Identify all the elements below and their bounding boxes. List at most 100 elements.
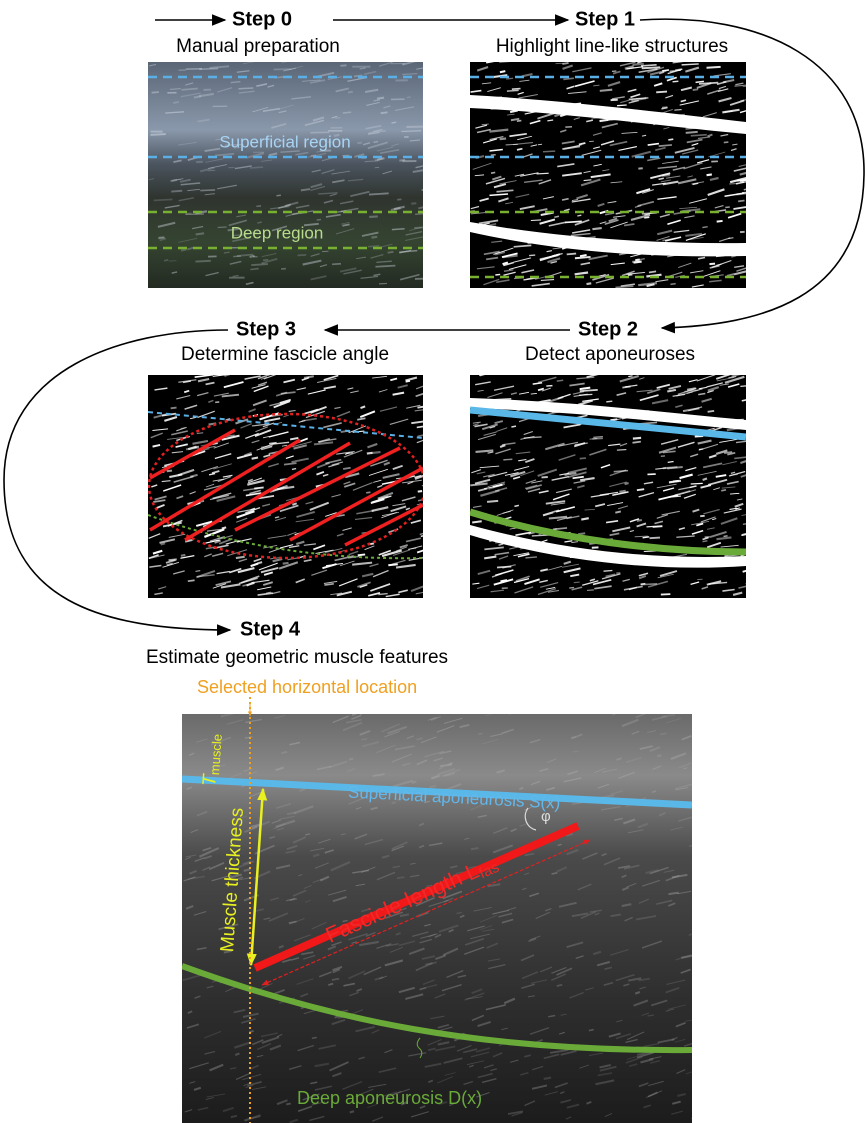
speckle xyxy=(154,199,173,200)
speckle xyxy=(531,220,541,221)
speckle xyxy=(171,408,177,409)
speckle xyxy=(343,112,351,113)
speckle xyxy=(632,442,640,443)
speckle xyxy=(642,67,661,68)
speckle xyxy=(724,536,728,537)
figure: Step 0 Manual preparation Step 1 Highlig… xyxy=(0,0,867,1123)
speckle xyxy=(512,89,521,90)
speckle xyxy=(529,255,535,256)
speckle xyxy=(374,142,378,143)
speckle xyxy=(554,216,559,217)
page: {"steps": [ {"label": "Step 0", "title":… xyxy=(0,0,867,1123)
speckle xyxy=(662,175,670,176)
speckle xyxy=(491,155,496,156)
speckle xyxy=(348,92,353,93)
speckle xyxy=(587,590,594,591)
ultrasound-image xyxy=(182,714,692,1123)
speckle xyxy=(744,185,761,190)
speckle xyxy=(381,112,388,113)
speckle xyxy=(600,90,612,91)
region-label: Deep region xyxy=(231,223,324,242)
speckle xyxy=(656,92,667,93)
speckle xyxy=(580,390,598,391)
speckle xyxy=(292,503,296,505)
speckle xyxy=(617,105,627,106)
speckle xyxy=(208,170,216,171)
speckle xyxy=(641,65,657,66)
speckle xyxy=(369,193,389,194)
ultrasound-image xyxy=(148,62,423,288)
speckle xyxy=(637,489,644,490)
speckle xyxy=(691,483,703,484)
speckle xyxy=(541,280,554,281)
speckle xyxy=(543,151,555,152)
speckle xyxy=(472,521,482,522)
speckle xyxy=(673,481,681,482)
panel-step0: Superficial region Deep region xyxy=(148,59,440,288)
speckle xyxy=(388,252,394,253)
speckle xyxy=(349,759,353,760)
speckle xyxy=(547,120,553,121)
speckle xyxy=(577,215,581,216)
speckle xyxy=(422,484,430,486)
speckle xyxy=(422,186,438,191)
speckle xyxy=(173,102,179,103)
speckle xyxy=(668,462,674,463)
speckle xyxy=(506,78,513,79)
speckle xyxy=(250,256,255,257)
speckle xyxy=(152,92,159,93)
speckle xyxy=(311,155,316,156)
speckle xyxy=(283,563,289,564)
speckle xyxy=(231,82,241,83)
speckle xyxy=(254,487,263,488)
speckle xyxy=(692,1057,709,1064)
speckle xyxy=(637,520,642,521)
speckle xyxy=(544,1078,551,1079)
speckle xyxy=(181,249,186,250)
speckle xyxy=(738,201,744,202)
speckle xyxy=(298,255,307,256)
panel-step1 xyxy=(470,58,761,288)
speckle xyxy=(565,221,582,222)
step-label: Step 1 xyxy=(575,8,635,30)
speckle xyxy=(721,490,726,491)
speckle xyxy=(686,132,698,133)
speckle xyxy=(717,221,723,222)
speckle xyxy=(181,555,185,556)
deep-label: Deep aponeurosis D(x) xyxy=(297,1088,482,1108)
speckle xyxy=(171,191,182,192)
speckle xyxy=(406,381,410,382)
speckle xyxy=(557,985,563,986)
speckle xyxy=(377,98,384,99)
speckle xyxy=(604,571,613,572)
speckle xyxy=(317,219,321,220)
speckle xyxy=(628,274,632,275)
speckle xyxy=(222,527,226,528)
speckle xyxy=(528,532,534,533)
speckle xyxy=(567,254,576,255)
speckle xyxy=(171,180,177,181)
speckle xyxy=(197,433,203,434)
speckle xyxy=(423,98,440,100)
speckle xyxy=(659,145,672,146)
speckle xyxy=(584,180,592,181)
speckle xyxy=(724,452,732,453)
speckle xyxy=(703,478,707,480)
speckle xyxy=(633,438,641,439)
speckle xyxy=(575,257,591,258)
speckle xyxy=(195,261,210,262)
speckle xyxy=(397,877,404,878)
speckle xyxy=(401,131,421,132)
speckle xyxy=(200,190,215,191)
speckle xyxy=(371,237,377,238)
speckle xyxy=(551,873,557,874)
angle-label: φ xyxy=(541,808,551,825)
speckle xyxy=(691,1111,708,1119)
speckle xyxy=(343,468,351,469)
speckle xyxy=(500,139,506,140)
speckle xyxy=(312,1037,317,1038)
step-label: Step 0 xyxy=(232,8,292,30)
speckle xyxy=(649,271,656,272)
speckle xyxy=(350,1111,354,1112)
speckle xyxy=(511,426,516,427)
